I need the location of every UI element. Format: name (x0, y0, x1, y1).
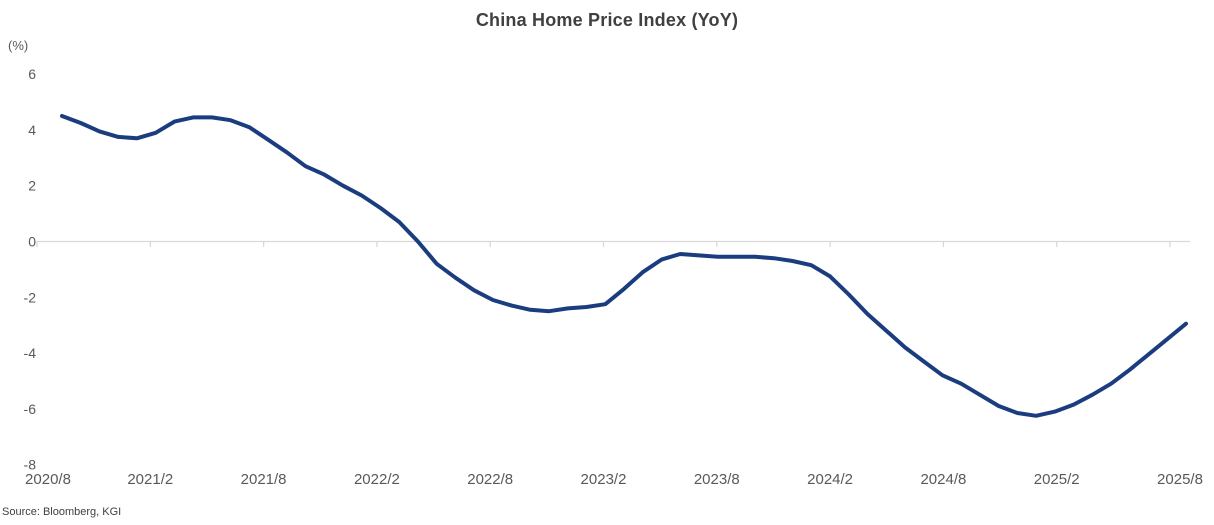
y-axis-label: -8 (24, 457, 37, 473)
x-axis-label: 2022/8 (467, 471, 513, 488)
y-axis-label: 2 (28, 178, 36, 194)
y-axis-label: -2 (24, 289, 37, 305)
x-axis-label: 2024/8 (920, 471, 966, 488)
x-axis-label: 2023/8 (694, 471, 740, 488)
x-axis-label: 2023/2 (581, 471, 627, 488)
x-axis-label: 2021/8 (241, 471, 287, 488)
x-axis-label: 2021/2 (127, 471, 173, 488)
chart-title: China Home Price Index (YoY) (475, 10, 739, 30)
y-axis-label: 0 (28, 234, 36, 250)
price-index-line (60, 114, 1188, 418)
x-axis-label: 2020/8 (25, 471, 71, 488)
y-axis-label: 4 (28, 122, 36, 138)
x-axis-label: 2022/2 (354, 471, 400, 488)
y-axis-unit-label: (%) (8, 38, 29, 53)
y-axis-label: -4 (24, 345, 37, 361)
y-axis-label: 6 (28, 66, 36, 82)
x-axis-label: 2025/8 (1157, 471, 1203, 488)
y-axis-label: -6 (24, 401, 37, 417)
source-note: Source: Bloomberg, KGI (2, 506, 122, 518)
x-axis-label: 2025/2 (1034, 471, 1080, 488)
x-axis-label: 2024/2 (807, 471, 853, 488)
